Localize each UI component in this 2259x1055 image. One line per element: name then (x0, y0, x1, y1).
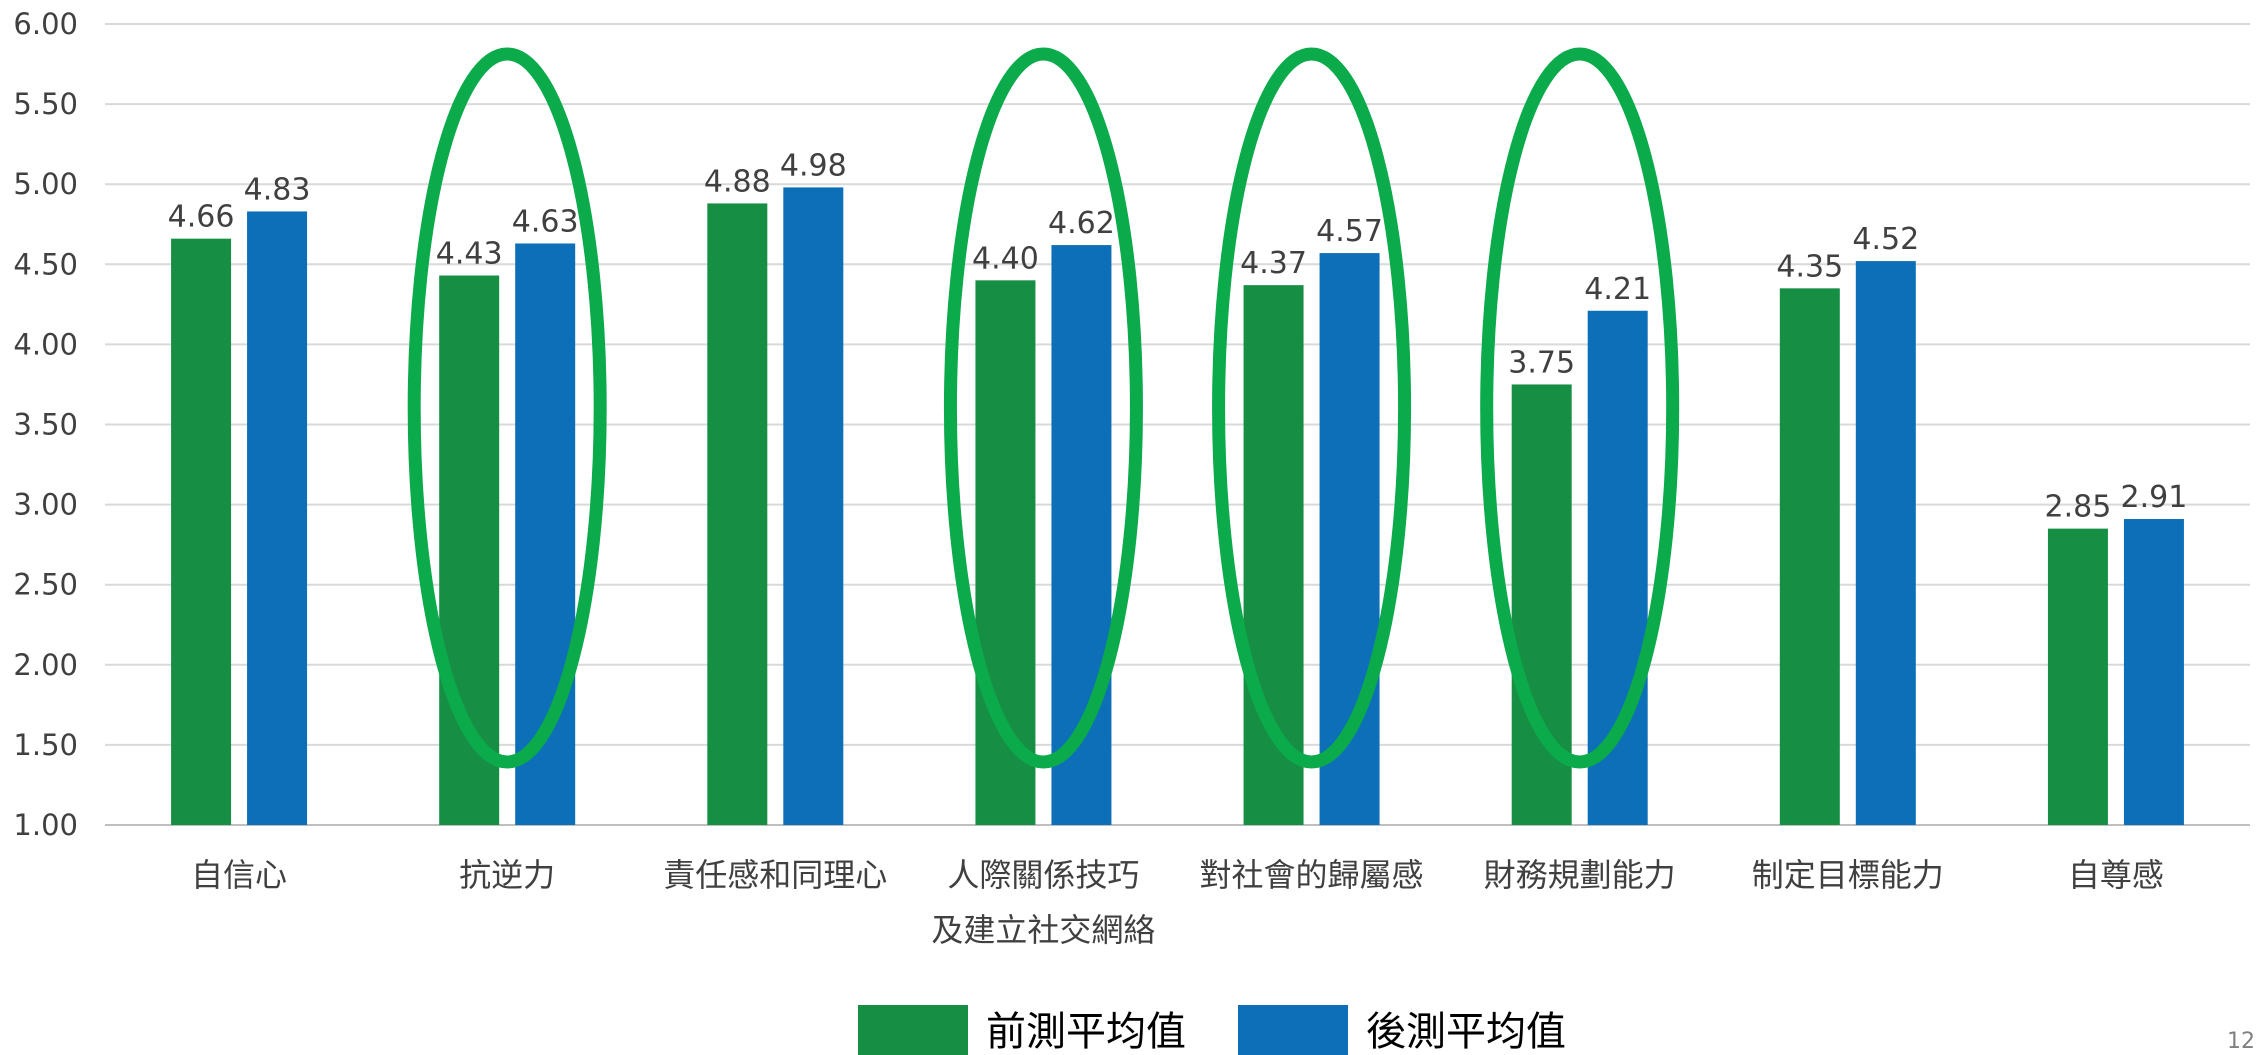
y-tick-label: 2.50 (13, 568, 78, 602)
y-tick-label: 1.50 (13, 728, 78, 762)
x-tick-label: 制定目標能力 (1752, 856, 1944, 894)
page-number: 12 (2227, 1029, 2255, 1054)
bar (1779, 288, 1840, 826)
gridlines (105, 23, 2250, 826)
data-label: 4.98 (780, 148, 847, 183)
data-label: 4.63 (512, 204, 579, 239)
data-labels: 4.66 4.43 4.88 4.40 4.37 3.75 4.35 2.85 4.83 4.63… (168, 148, 2188, 524)
bar (247, 211, 308, 825)
x-tick-label: 人際關係技巧 (947, 856, 1139, 894)
highlight-ellipse (407, 47, 607, 769)
bar (1243, 285, 1304, 826)
highlight-ellipse (1212, 47, 1412, 769)
y-tick-label: 5.00 (13, 167, 78, 201)
data-label: 4.21 (1584, 272, 1651, 307)
highlight-ellipse (943, 47, 1143, 769)
legend-label: 前測平均值 (986, 1009, 1186, 1055)
y-tick-label: 4.00 (13, 327, 78, 361)
data-label: 4.37 (1240, 246, 1307, 281)
x-tick-label: 自尊感 (2068, 856, 2164, 894)
highlight-ellipse (1480, 47, 1680, 769)
data-label: 2.91 (2121, 480, 2188, 515)
bar (1855, 261, 1916, 825)
bar (2047, 528, 2108, 825)
bar (2123, 519, 2184, 825)
y-tick-label: 3.50 (13, 408, 78, 442)
legend-swatch (1238, 1005, 1348, 1055)
y-tick-label: 3.00 (13, 488, 78, 522)
bar (171, 238, 232, 826)
x-tick-label: 對社會的歸屬感 (1200, 856, 1424, 894)
y-tick-label: 2.00 (13, 648, 78, 682)
data-label: 4.35 (1776, 249, 1843, 284)
data-label: 4.83 (244, 172, 311, 207)
x-tick-label: 財務規劃能力 (1484, 856, 1676, 894)
data-label: 4.40 (972, 241, 1039, 276)
bar (975, 280, 1036, 825)
x-tick-label: 及建立社交網絡 (931, 911, 1155, 949)
data-label: 4.52 (1852, 222, 1919, 257)
data-label: 4.66 (168, 200, 235, 235)
data-label: 2.85 (2045, 490, 2112, 525)
x-tick-label: 抗逆力 (459, 856, 555, 894)
bar (783, 187, 844, 826)
bars (171, 187, 2184, 826)
bar (707, 203, 768, 825)
data-label: 4.43 (436, 237, 503, 272)
y-tick-label: 5.50 (13, 87, 78, 121)
data-label: 3.75 (1508, 345, 1575, 380)
legend: 前測平均值 後測平均值 (858, 1005, 1566, 1055)
y-tick-label: 6.00 (13, 7, 78, 41)
data-label: 4.88 (704, 164, 771, 199)
x-tick-label: 自信心 (191, 856, 287, 894)
y-axis: 1.00 1.50 2.00 2.50 3.00 3.50 4.00 4.50 5.00 5.50… (13, 7, 78, 842)
data-label: 4.62 (1048, 206, 1115, 241)
highlight-ellipses (407, 47, 1680, 769)
y-tick-label: 1.00 (13, 808, 78, 842)
x-tick-label: 責任感和同理心 (663, 856, 887, 894)
data-label: 4.57 (1316, 214, 1383, 249)
legend-swatch (858, 1005, 968, 1055)
y-tick-label: 4.50 (13, 247, 78, 281)
legend-label: 後測平均值 (1366, 1009, 1566, 1055)
